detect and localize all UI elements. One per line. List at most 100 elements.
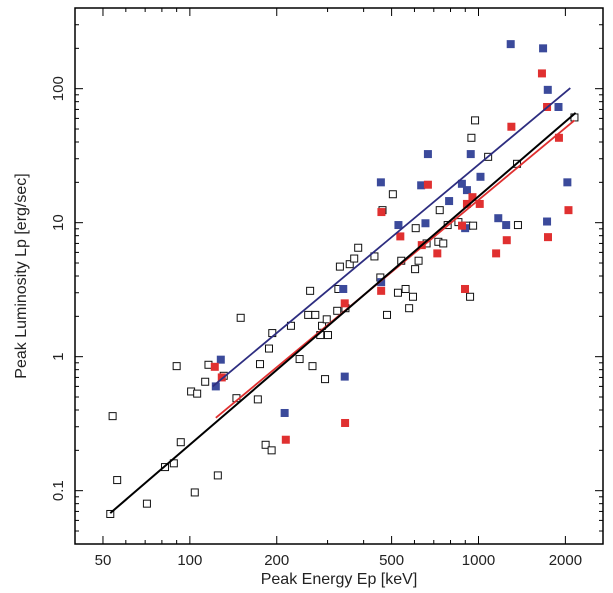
data-point-open (142, 499, 151, 508)
data-point-filled (339, 284, 348, 293)
data-point-open (236, 313, 245, 322)
data-point-open (435, 206, 444, 215)
data-point-filled (377, 286, 386, 295)
data-point-filled (211, 382, 220, 391)
data-point-filled (423, 180, 432, 189)
data-point-open (408, 292, 417, 301)
data-point-open (354, 243, 363, 252)
x-tick-label: 200 (264, 552, 289, 569)
data-point-open (176, 438, 185, 447)
data-point-filled (377, 208, 386, 217)
y-tick-label: 10 (50, 214, 67, 231)
data-point-filled (340, 299, 349, 308)
data-point-open (467, 133, 476, 142)
data-point-open (350, 254, 359, 263)
data-point-open (264, 344, 273, 353)
data-point-filled (543, 217, 552, 226)
data-point-open (108, 412, 117, 421)
data-point-open (106, 509, 115, 518)
x-tick-label: 1000 (462, 552, 495, 569)
data-point-filled (554, 133, 563, 142)
fit-line (109, 112, 577, 514)
data-point-filled (476, 172, 485, 181)
x-axis-label: Peak Energy Ep [keV] (261, 571, 418, 588)
data-point-filled (543, 233, 552, 242)
data-point-open (169, 459, 178, 468)
data-point-filled (280, 408, 289, 417)
data-point-open (345, 260, 354, 269)
data-point-open (308, 362, 317, 371)
data-point-open (261, 440, 270, 449)
data-point-filled (543, 85, 552, 94)
data-point-filled (462, 186, 471, 195)
data-point-filled (466, 150, 475, 159)
data-point-open (311, 310, 320, 319)
data-point-open (295, 355, 304, 364)
data-point-filled (502, 236, 511, 245)
data-point-open (388, 190, 397, 199)
data-point-open (411, 265, 420, 274)
data-point-filled (445, 197, 454, 206)
data-point-open (405, 304, 414, 313)
data-point-open (393, 288, 402, 297)
data-point-open (304, 310, 313, 319)
data-point-filled (468, 193, 477, 202)
data-point-open (306, 286, 315, 295)
data-point-open (172, 362, 181, 371)
data-point-open (383, 310, 392, 319)
data-point-filled (462, 199, 471, 208)
data-point-filled (421, 219, 430, 228)
fit-line (212, 87, 571, 388)
data-point-open (401, 284, 410, 293)
data-point-filled (340, 372, 349, 381)
data-point-open (335, 262, 344, 271)
data-point-filled (458, 221, 467, 230)
data-point-filled (539, 44, 548, 53)
data-point-filled (492, 249, 501, 258)
y-tick-label: 1 (50, 353, 67, 361)
data-point-filled (433, 249, 442, 258)
data-point-filled (537, 69, 546, 78)
data-point-open (414, 256, 423, 265)
chart-marks (106, 40, 579, 518)
data-point-filled (502, 221, 511, 230)
data-point-filled (396, 232, 405, 241)
data-point-open (256, 360, 265, 369)
data-point-filled (423, 150, 432, 159)
data-point-filled (507, 122, 516, 131)
data-point-open (322, 315, 331, 324)
data-point-filled (506, 40, 515, 49)
data-point-open (267, 446, 276, 455)
plot-frame (74, 7, 604, 545)
data-point-open (113, 476, 122, 485)
data-point-open (201, 377, 210, 386)
data-point-filled (563, 178, 572, 187)
data-point-filled (341, 418, 350, 427)
data-point-open (370, 252, 379, 261)
data-point-open (439, 239, 448, 248)
x-tick-label: 50 (95, 552, 112, 569)
data-point-open (193, 389, 202, 398)
data-point-filled (376, 178, 385, 187)
data-point-open (513, 221, 522, 230)
data-point-filled (216, 355, 225, 364)
data-point-filled (210, 362, 219, 371)
data-point-filled (564, 206, 573, 215)
y-axis-label: Peak Luminosity Lp [erg/sec] (13, 173, 30, 378)
x-tick-label: 100 (177, 552, 202, 569)
data-point-open (253, 395, 262, 404)
data-point-filled (457, 179, 466, 188)
data-point-open (411, 224, 420, 233)
data-point-open (213, 471, 222, 480)
data-point-open (469, 221, 478, 230)
x-tick-label: 2000 (549, 552, 582, 569)
y-tick-label: 100 (50, 76, 67, 101)
data-point-filled (217, 373, 226, 382)
data-point-filled (461, 284, 470, 293)
data-point-filled (494, 214, 503, 223)
data-point-filled (417, 181, 426, 190)
data-point-open (471, 116, 480, 125)
data-point-open (466, 292, 475, 301)
data-point-filled (394, 221, 403, 230)
